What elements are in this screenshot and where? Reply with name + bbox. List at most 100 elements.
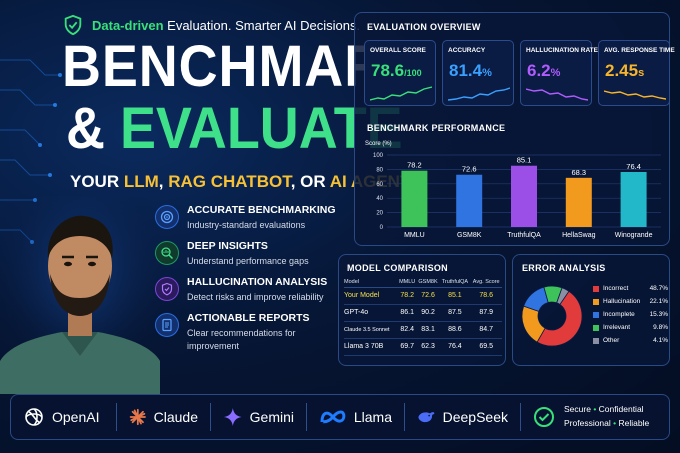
- kpi-sparkline: [370, 86, 432, 101]
- legend-item: Incorrect 48.7%: [593, 285, 668, 292]
- badge-word: Secure: [564, 404, 591, 415]
- report-icon: [155, 313, 179, 338]
- brand-name: Claude: [153, 409, 198, 425]
- y-tick-label: 40: [376, 196, 383, 202]
- shield-check-icon: [64, 14, 82, 36]
- kpi-number: 78.6: [371, 61, 405, 80]
- badge-word: Confidential: [598, 404, 644, 415]
- trust-badges: Secure • Confidential Professional • Rel…: [521, 403, 661, 431]
- kpi-value: 78.6/100: [371, 61, 422, 81]
- kpi-value: 2.45s: [605, 61, 644, 81]
- subtitle-part: ,: [158, 172, 169, 191]
- legend-swatch: [593, 311, 599, 318]
- kpi-number: 2.45: [605, 61, 639, 80]
- brand-name: DeepSeek: [442, 409, 508, 425]
- kpi-hallucination-rate: HALLUCINATION RATE 6.2%: [520, 40, 598, 106]
- table-cell: 88.6: [439, 321, 471, 339]
- legend-value: 22.1%: [649, 298, 668, 305]
- table-cell: Your Model: [344, 287, 398, 305]
- presenter-photo: [0, 196, 160, 394]
- feature-description: Detect risks and improve reliability: [187, 292, 324, 303]
- error-analysis-panel: ERROR ANALYSIS Incorrect 48.7% Hallucinat…: [512, 254, 670, 366]
- legend-swatch: [593, 285, 599, 292]
- table-cell: 87.9: [470, 304, 502, 322]
- kpi-avg-response-time: AVG. RESPONSE TIME 2.45s: [598, 40, 675, 106]
- table-cell: GPT-4o: [344, 304, 398, 322]
- column-header: TruthfulQA: [439, 277, 471, 288]
- table-cell: 69.7: [397, 338, 417, 356]
- target-icon: [155, 205, 179, 229]
- deepseek-logo-icon: [418, 412, 435, 423]
- error-legend: Incorrect 48.7% Hallucination 22.1% Incomp…: [593, 285, 668, 350]
- tagline: Data-driven Evaluation. Smarter AI Decis…: [62, 14, 360, 36]
- bar: [401, 170, 428, 227]
- brand-deepseek: DeepSeek: [405, 403, 521, 431]
- x-tick-label: GSM8K: [457, 232, 482, 239]
- kpi-number: 81.4: [449, 61, 483, 80]
- table-row: Claude 3.5 Sonnet 82.4 83.1 88.6 84.7: [344, 321, 502, 339]
- legend-item: Irrelevant 9.8%: [593, 324, 668, 331]
- brand-name: OpenAI: [52, 409, 100, 425]
- legend-value: 9.8%: [653, 324, 668, 331]
- table-cell: 78.6: [470, 287, 502, 305]
- legend-label: Incomplete: [603, 311, 635, 318]
- kpi-sparkline: [526, 88, 588, 101]
- legend-swatch: [593, 298, 599, 305]
- kpi-label: ACCURACY: [448, 47, 486, 54]
- legend-label: Irrelevant: [603, 324, 631, 331]
- table-row: Your Model 78.2 72.6 85.1 78.6: [344, 287, 502, 305]
- benchmark-bar-chart: Score (%) 100 80 60 40 20 0 78.2 MMLU 72.6 GSM8K 85…: [365, 141, 661, 239]
- error-analysis-title: ERROR ANALYSIS: [522, 263, 606, 273]
- trust-badge-text: Secure • Confidential Professional • Rel…: [564, 403, 649, 430]
- error-donut-chart: [521, 285, 583, 347]
- badge-dot: •: [593, 404, 597, 415]
- kpi-unit: /100: [404, 68, 422, 78]
- kpi-value: 6.2%: [527, 61, 560, 81]
- x-tick-label: MMLU: [404, 232, 425, 239]
- feature-item: HALLUCINATION ANALYSIS Detect risks and …: [155, 276, 345, 303]
- headline-evaluate: & EVALUATE: [66, 100, 403, 158]
- table-cell: 84.7: [470, 321, 502, 339]
- column-header: GSM8K: [416, 277, 440, 288]
- y-tick-label: 60: [376, 182, 383, 188]
- kpi-value: 81.4%: [449, 61, 492, 81]
- table-cell: 78.2: [397, 287, 417, 305]
- kpi-label: OVERALL SCORE: [370, 47, 426, 54]
- x-tick-label: Winogrande: [615, 232, 653, 239]
- legend-label: Incorrect: [603, 285, 629, 292]
- table-cell: 76.4: [439, 338, 471, 356]
- table-cell: 87.5: [439, 304, 471, 322]
- feature-list: ACCURATE BENCHMARKING Industry-standard …: [155, 204, 345, 361]
- kpi-number: 6.2: [527, 61, 551, 80]
- brand-bar: OpenAI Claude Gemini Llama DeepSeek: [10, 394, 670, 440]
- evaluation-overview-panel: EVALUATION OVERVIEW OVERALL SCORE 78.6/1…: [354, 12, 675, 246]
- brand-openai: OpenAI: [11, 403, 117, 431]
- kpi-accuracy: ACCURACY 81.4%: [442, 40, 514, 106]
- subtitle-rag-chatbot: RAG CHATBOT: [168, 172, 291, 191]
- bar-value-label: 76.4: [626, 162, 641, 171]
- table-cell: 72.6: [416, 287, 440, 305]
- kpi-row: OVERALL SCORE 78.6/100 ACCURACY 81.4% HA…: [364, 40, 675, 106]
- table-cell: 86.1: [397, 304, 417, 322]
- badge-word: Reliable: [618, 418, 650, 428]
- model-comparison-title: MODEL COMPARISON: [347, 263, 448, 273]
- benchmark-chart-title: BENCHMARK PERFORMANCE: [367, 123, 506, 133]
- column-header: MMLU: [397, 277, 417, 288]
- table-cell: Claude 3.5 Sonnet: [344, 321, 398, 339]
- feature-item: ACTIONABLE REPORTS Clear recommendations…: [155, 312, 345, 351]
- table-cell: 90.2: [416, 304, 440, 322]
- kpi-unit: %: [482, 67, 492, 79]
- feature-description: Industry-standard evaluations: [187, 220, 306, 230]
- badge-word: Professional: [564, 418, 611, 428]
- gemini-logo-icon: [223, 408, 242, 426]
- legend-value: 15.3%: [649, 311, 668, 318]
- chart-search-icon: [155, 241, 179, 266]
- y-tick-label: 100: [373, 153, 384, 159]
- bar: [511, 165, 537, 227]
- legend-value: 48.7%: [649, 285, 668, 292]
- feature-description: Understand performance gaps: [187, 256, 309, 267]
- bar-value-label: 78.2: [407, 161, 422, 170]
- brand-name: Gemini: [249, 409, 294, 425]
- table-row: Llama 3 70B 69.7 62.3 76.4 69.5: [344, 338, 502, 356]
- y-tick-label: 80: [376, 167, 383, 173]
